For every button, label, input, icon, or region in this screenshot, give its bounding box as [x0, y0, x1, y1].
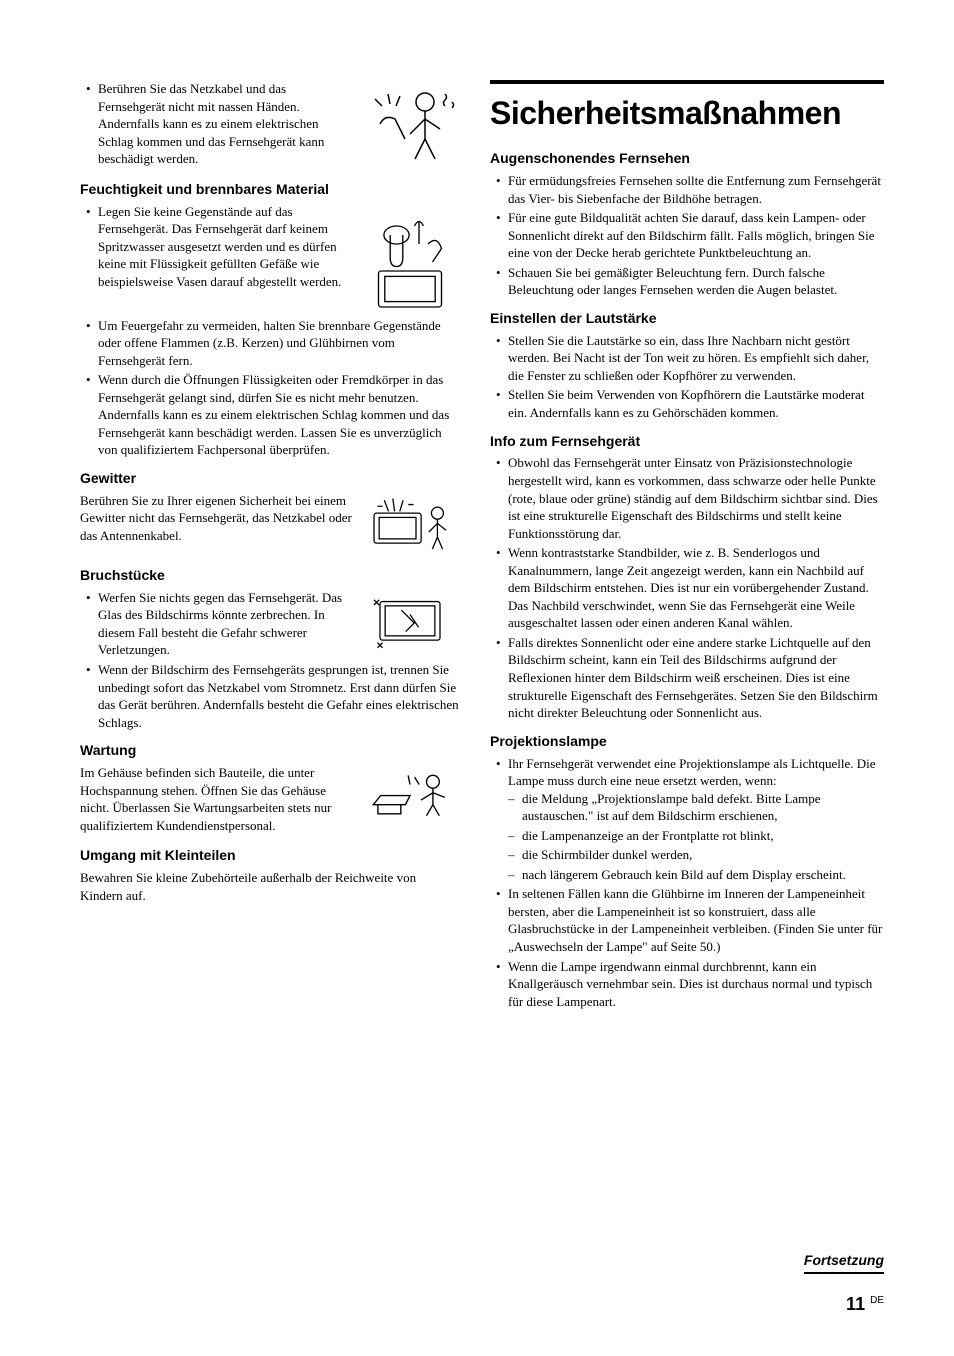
- bullet-bruch-2: Wenn der Bildschirm des Fernsehgeräts ge…: [80, 661, 460, 731]
- bullet-feucht-2: Um Feuergefahr zu vermeiden, halten Sie …: [80, 317, 460, 370]
- main-heading: Sicherheitsmaßnahmen: [490, 80, 884, 135]
- heading-projektion: Projektionslampe: [490, 732, 884, 751]
- bullet-augen-1: Für ermüdungsfreies Fernsehen sollte die…: [490, 172, 884, 207]
- bullet-laut-2: Stellen Sie beim Verwenden von Kopfhörer…: [490, 386, 884, 421]
- bullet-proj-1d: nach längerem Gebrauch kein Bild auf dem…: [508, 866, 884, 884]
- heading-augen: Augenschonendes Fernsehen: [490, 149, 884, 168]
- bullet-proj-1: Ihr Fernsehgerät verwendet eine Projekti…: [490, 755, 884, 884]
- bullet-bruch-1: Werfen Sie nichts gegen das Fernsehgerät…: [80, 589, 352, 659]
- para-gewitter: Berühren Sie zu Ihrer eigenen Sicherheit…: [80, 492, 352, 545]
- bullet-feucht-1: Legen Sie keine Gegenstände auf das Fern…: [80, 203, 352, 291]
- wet-hands-icon: [360, 80, 460, 164]
- heading-feuchtigkeit: Feuchtigkeit und brennbares Material: [80, 180, 460, 199]
- bullet-proj-1b: die Lampenanzeige an der Frontplatte rot…: [508, 827, 884, 845]
- page-footer: Fortsetzung 11 DE: [80, 1251, 884, 1316]
- page-number-value: 11: [846, 1294, 865, 1314]
- section-bruch: Werfen Sie nichts gegen das Fernsehgerät…: [80, 589, 460, 661]
- bullet-proj-1c: die Schirmbilder dunkel werden,: [508, 846, 884, 864]
- page-suffix: DE: [870, 1295, 884, 1306]
- bullet-proj-3: Wenn die Lampe irgendwann einmal durchbr…: [490, 958, 884, 1011]
- bullet-proj-2: In seltenen Fällen kann die Glühbirne im…: [490, 885, 884, 955]
- section-feuchtigkeit: Legen Sie keine Gegenstände auf das Fern…: [80, 203, 460, 317]
- section-gewitter: Berühren Sie zu Ihrer eigenen Sicherheit…: [80, 492, 460, 556]
- bullet-augen-3: Schauen Sie bei gemäßigter Beleuchtung f…: [490, 264, 884, 299]
- bullet-laut-1: Stellen Sie die Lautstärke so ein, dass …: [490, 332, 884, 385]
- bullet-feucht-3: Wenn durch die Öffnungen Flüssigkeiten o…: [80, 371, 460, 459]
- heading-kleinteile: Umgang mit Kleinteilen: [80, 846, 460, 865]
- heading-gewitter: Gewitter: [80, 469, 460, 488]
- para-kleinteile: Bewahren Sie kleine Zubehörteile außerha…: [80, 869, 460, 904]
- continuation-label: Fortsetzung: [804, 1251, 884, 1274]
- broken-screen-icon: [360, 589, 460, 653]
- bullet-proj-1a: die Meldung „Projektionslampe bald defek…: [508, 790, 884, 825]
- heading-bruch: Bruchstücke: [80, 566, 460, 585]
- heading-info: Info zum Fernsehgerät: [490, 432, 884, 451]
- page-number: 11 DE: [846, 1294, 884, 1314]
- para-wartung: Im Gehäuse befinden sich Bauteile, die u…: [80, 764, 352, 834]
- bullet-info-2: Wenn kontraststarke Standbilder, wie z. …: [490, 544, 884, 632]
- maintenance-icon: [360, 764, 460, 823]
- bullet-netzkabel: Berühren Sie das Netzkabel und das Ferns…: [80, 80, 352, 168]
- bullet-info-1: Obwohl das Fernsehgerät unter Einsatz vo…: [490, 454, 884, 542]
- section-netzkabel: Berühren Sie das Netzkabel und das Ferns…: [80, 80, 460, 170]
- right-column: Sicherheitsmaßnahmen Augenschonendes Fer…: [490, 80, 884, 1012]
- bullet-proj-1-text: Ihr Fernsehgerät verwendet eine Projekti…: [508, 756, 876, 789]
- vase-tv-icon: [360, 203, 460, 317]
- storm-tv-icon: [360, 492, 460, 556]
- left-column: Berühren Sie das Netzkabel und das Ferns…: [80, 80, 460, 1012]
- bullet-info-3: Falls direktes Sonnenlicht oder eine and…: [490, 634, 884, 722]
- heading-lautstaerke: Einstellen der Lautstärke: [490, 309, 884, 328]
- bullet-augen-2: Für eine gute Bildqualität achten Sie da…: [490, 209, 884, 262]
- heading-wartung: Wartung: [80, 741, 460, 760]
- section-wartung: Im Gehäuse befinden sich Bauteile, die u…: [80, 764, 460, 836]
